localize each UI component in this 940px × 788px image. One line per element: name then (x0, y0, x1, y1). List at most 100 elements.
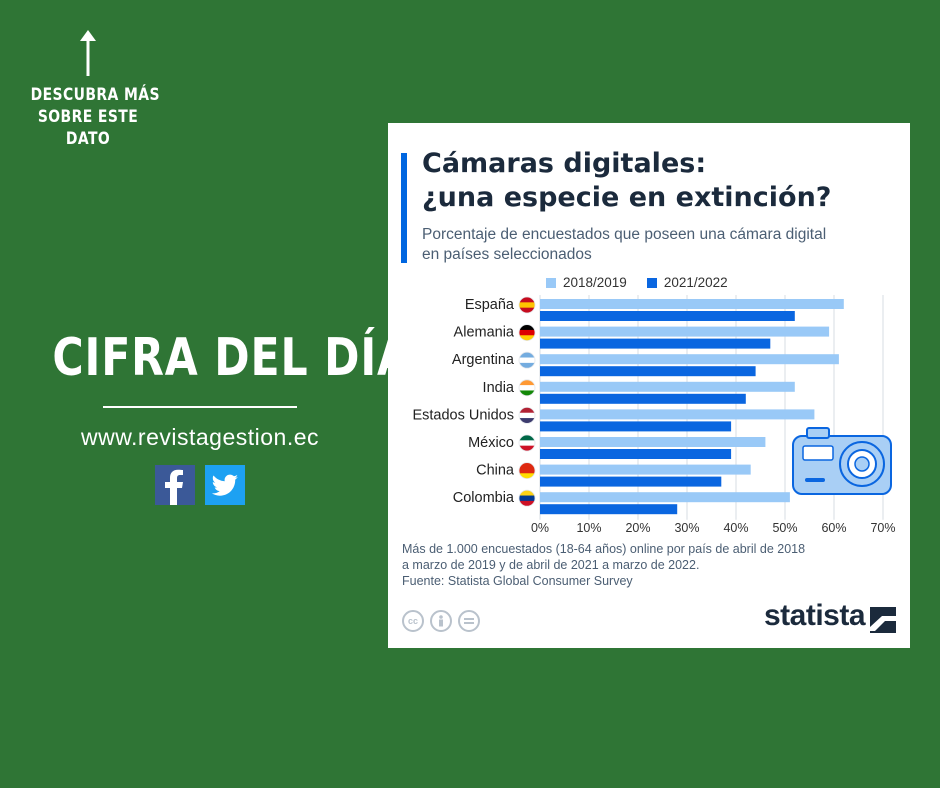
discover-more-link[interactable]: DESCUBRA MÁS SOBRE ESTE DATO (30, 84, 160, 150)
x-tick-label: 10% (576, 521, 601, 535)
statista-mark-icon (870, 607, 896, 633)
discover-line: DATO (65, 129, 111, 149)
flag-band (519, 357, 535, 364)
category-label: Alemania (454, 325, 515, 341)
title-line: Cámaras digitales: (422, 148, 707, 179)
x-tick-label: 30% (674, 521, 699, 535)
bar-chart: 0% 10% 20% 30% 40% 50% 60% 70% España Alemania Arg… (412, 295, 896, 535)
flag-icon (518, 351, 536, 369)
source-line: Fuente: Statista Global Consumer Survey (402, 574, 633, 588)
x-tick-label: 0% (531, 521, 549, 535)
bar-2021-2022 (540, 366, 756, 377)
flag-icon (518, 296, 536, 314)
flag-band (519, 307, 535, 313)
flag-band (519, 362, 535, 369)
category-label: Argentina (452, 352, 515, 368)
flag-band (519, 297, 535, 303)
flag-band (519, 500, 535, 507)
bar-2018-2019 (540, 409, 815, 420)
category-label: México (468, 435, 514, 451)
bar-2021-2022 (540, 311, 795, 321)
headline: CIFRA DEL DÍA (52, 328, 411, 388)
flag-band (519, 390, 535, 396)
legend-swatch (546, 277, 556, 288)
flag-icon (518, 379, 536, 397)
flag-band (519, 412, 535, 419)
legend-swatch (646, 277, 657, 288)
chart-notes: Más de 1.000 encuestados (18-64 años) on… (402, 541, 872, 589)
flag-band (519, 418, 535, 424)
flag-band (519, 379, 535, 386)
note-line: Más de 1.000 encuestados (18-64 años) on… (402, 542, 806, 556)
website-link[interactable]: www.revistagestion.ec (80, 424, 320, 450)
chart-legend: 2018/2019 2021/2022 (546, 275, 728, 290)
flag-band (519, 445, 535, 451)
arrow-up-icon (80, 30, 96, 76)
bar-2021-2022 (540, 338, 771, 349)
by-icon[interactable] (430, 610, 452, 632)
legend-item: 2018/2019 (546, 275, 627, 290)
chart-card: Cámaras digitales: ¿una especie en extin… (388, 123, 910, 648)
flag-band (519, 440, 535, 446)
bar-2018-2019 (540, 437, 766, 447)
left-panel: DESCUBRA MÁS SOBRE ESTE DATO CIFRA DEL D… (0, 0, 411, 788)
divider (103, 406, 297, 408)
flag-band (519, 329, 535, 336)
chart-subtitle: Porcentaje de encuestados que poseen una… (422, 225, 902, 265)
bar-2021-2022 (540, 393, 746, 404)
nd-icon[interactable] (458, 610, 480, 632)
twitter-icon[interactable] (205, 465, 245, 505)
flag-band (519, 490, 535, 496)
flag-band (519, 467, 535, 474)
legend-label: 2021/2022 (663, 275, 728, 290)
cc-icon[interactable]: cc (402, 610, 424, 632)
x-tick-label: 50% (772, 521, 797, 535)
flag-band (519, 385, 535, 391)
flag-band (519, 352, 535, 358)
bar-2021-2022 (540, 504, 678, 515)
flag-icon (518, 406, 536, 424)
bar-2018-2019 (540, 354, 839, 365)
discover-line: DESCUBRA MÁS (30, 85, 160, 105)
legend-item: 2021/2022 (646, 275, 728, 290)
title-line: ¿una especie en extinción? (422, 182, 832, 213)
category-label: España (465, 297, 515, 313)
flag-band (519, 302, 535, 308)
bar-2018-2019 (540, 299, 844, 309)
flag-band (519, 407, 535, 414)
bar-2018-2019 (540, 326, 830, 337)
category-label: China (476, 463, 515, 479)
chart-title: Cámaras digitales: ¿una especie en extin… (422, 147, 892, 215)
bar-2018-2019 (540, 492, 790, 503)
flag-band (519, 324, 535, 331)
bar-2018-2019 (540, 381, 795, 392)
bar-2021-2022 (540, 449, 732, 459)
camera-icon (792, 427, 892, 495)
facebook-icon[interactable] (155, 465, 195, 505)
bar-2018-2019 (540, 464, 751, 475)
bar-2021-2022 (540, 476, 722, 487)
flag-band (519, 462, 535, 469)
flag-band (519, 435, 535, 441)
x-tick-label: 70% (870, 521, 895, 535)
subtitle-line: en países seleccionados (422, 246, 592, 263)
bar-2021-2022 (540, 421, 732, 432)
x-tick-label: 40% (723, 521, 748, 535)
x-tick-label: 60% (821, 521, 846, 535)
flag-icon (518, 462, 536, 480)
x-tick-label: 20% (625, 521, 650, 535)
legend-label: 2018/2019 (563, 275, 627, 290)
subtitle-line: Porcentaje de encuestados que poseen una… (422, 226, 827, 243)
flag-icon (518, 489, 536, 507)
category-label: India (483, 380, 515, 396)
title-accent-bar (401, 153, 407, 263)
flag-band (519, 473, 535, 479)
flag-icon (518, 434, 536, 452)
flag-band (519, 335, 535, 341)
flag-band (519, 495, 535, 502)
license-icons: cc (402, 610, 480, 632)
category-label: Colombia (453, 490, 515, 506)
statista-logo[interactable]: statista (764, 599, 866, 632)
category-label: Estados Unidos (412, 407, 514, 423)
flag-icon (518, 324, 536, 342)
